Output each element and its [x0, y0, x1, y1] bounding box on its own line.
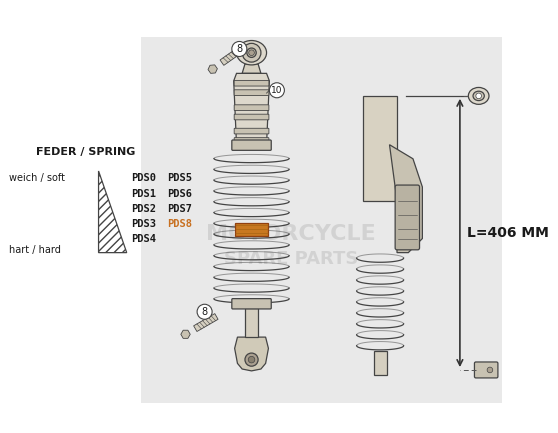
FancyBboxPatch shape — [235, 223, 268, 236]
Text: L=406 MM: L=406 MM — [468, 226, 549, 240]
Text: PDS2: PDS2 — [131, 204, 156, 213]
Polygon shape — [220, 46, 244, 65]
Ellipse shape — [473, 91, 484, 100]
Ellipse shape — [247, 48, 256, 58]
Polygon shape — [389, 145, 422, 252]
Circle shape — [197, 304, 212, 319]
Circle shape — [476, 93, 482, 99]
Circle shape — [270, 83, 285, 98]
Circle shape — [245, 353, 258, 366]
FancyBboxPatch shape — [234, 90, 269, 95]
Text: hart / hard: hart / hard — [9, 245, 61, 255]
Text: PDS6: PDS6 — [167, 188, 192, 198]
Text: SPARE PARTS: SPARE PARTS — [224, 250, 358, 268]
Circle shape — [487, 367, 493, 373]
Text: PDS3: PDS3 — [131, 219, 156, 229]
Circle shape — [248, 356, 255, 363]
Polygon shape — [234, 73, 270, 145]
Text: weich / soft: weich / soft — [9, 172, 65, 183]
Text: PDS0: PDS0 — [131, 174, 156, 184]
Ellipse shape — [242, 43, 261, 62]
FancyBboxPatch shape — [234, 138, 269, 143]
FancyBboxPatch shape — [395, 185, 420, 250]
Polygon shape — [208, 65, 218, 73]
Text: MOTORCYCLE: MOTORCYCLE — [206, 224, 376, 244]
Text: 8: 8 — [236, 44, 242, 54]
FancyBboxPatch shape — [245, 308, 258, 337]
FancyBboxPatch shape — [373, 351, 387, 375]
FancyBboxPatch shape — [234, 105, 269, 110]
FancyBboxPatch shape — [474, 362, 498, 378]
FancyBboxPatch shape — [234, 81, 269, 86]
Circle shape — [232, 42, 247, 56]
Text: PDS8: PDS8 — [167, 219, 192, 229]
FancyBboxPatch shape — [234, 114, 269, 120]
Circle shape — [249, 50, 254, 55]
Polygon shape — [235, 337, 268, 371]
FancyBboxPatch shape — [141, 37, 502, 403]
Ellipse shape — [237, 41, 267, 65]
Text: PDS4: PDS4 — [131, 233, 156, 243]
Polygon shape — [194, 313, 218, 332]
FancyBboxPatch shape — [234, 128, 269, 134]
FancyBboxPatch shape — [232, 299, 271, 309]
Text: PDS7: PDS7 — [167, 204, 192, 213]
Text: PDS5: PDS5 — [167, 174, 192, 184]
FancyBboxPatch shape — [363, 96, 397, 201]
Ellipse shape — [468, 87, 489, 104]
Text: 8: 8 — [201, 307, 208, 317]
FancyBboxPatch shape — [232, 140, 271, 150]
Text: FEDER / SPRING: FEDER / SPRING — [36, 147, 135, 157]
Polygon shape — [181, 330, 190, 338]
Text: 10: 10 — [271, 86, 283, 95]
Text: PDS1: PDS1 — [131, 188, 156, 198]
Polygon shape — [242, 64, 261, 73]
